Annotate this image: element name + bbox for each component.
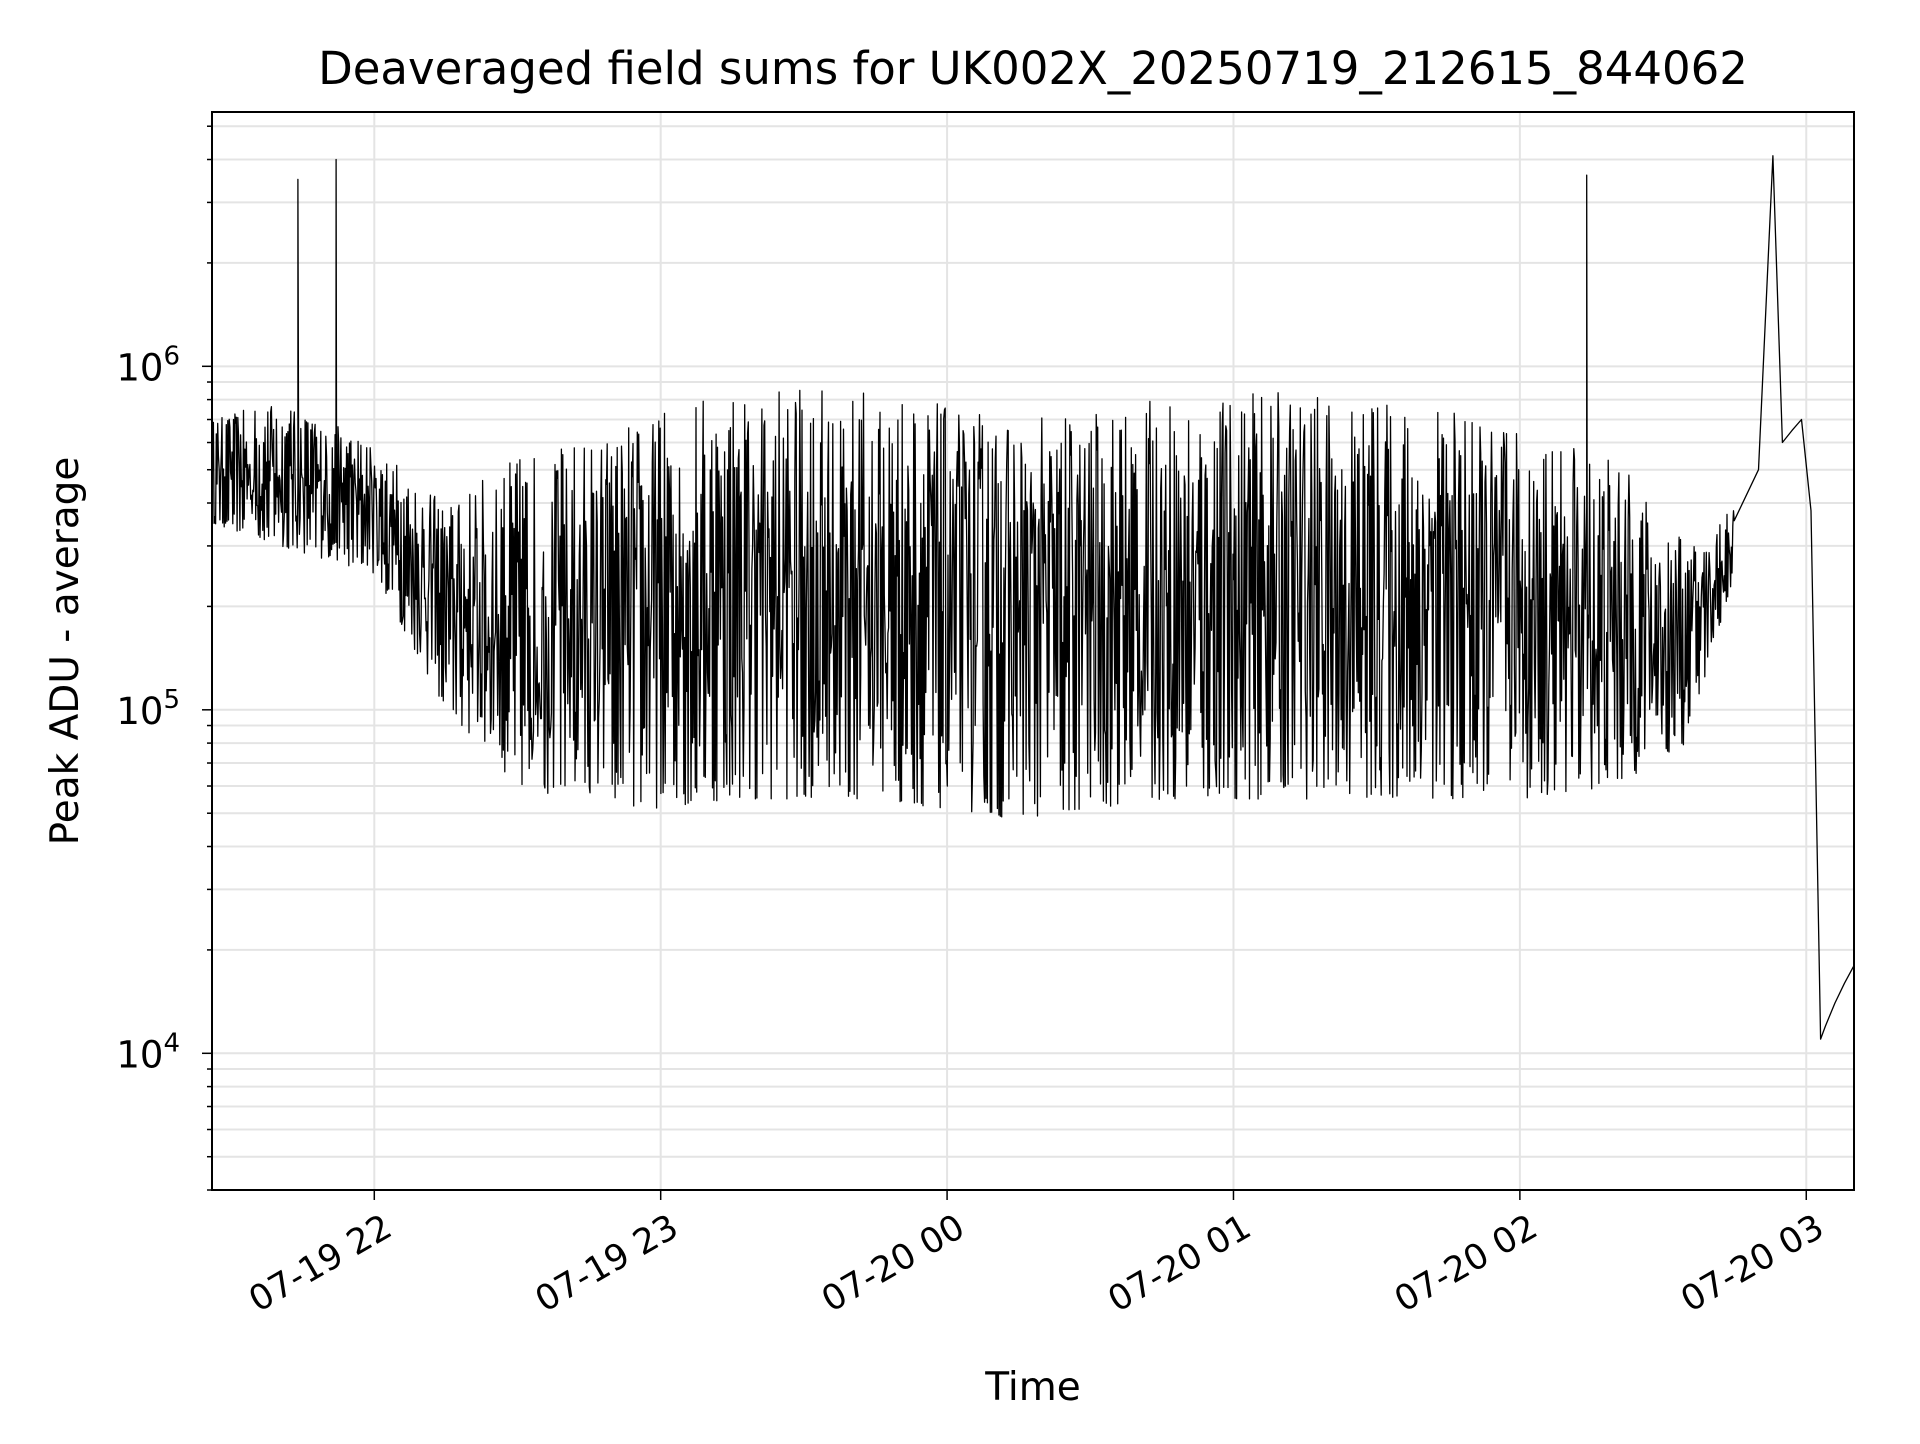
y-tick-label: 104 [116, 1028, 180, 1076]
x-axis-label: Time [984, 1365, 1080, 1410]
y-tick-label: 106 [116, 341, 180, 389]
series-line [211, 155, 1855, 1040]
grid-lines [212, 112, 1854, 1191]
y-tick-label: 105 [116, 685, 180, 733]
axes-frame [211, 111, 1855, 1191]
plot-area [211, 155, 1855, 1040]
chart-title: Deaveraged field sums for UK002X_2025071… [318, 42, 1748, 95]
y-axis-label: Peak ADU - average [43, 457, 88, 846]
